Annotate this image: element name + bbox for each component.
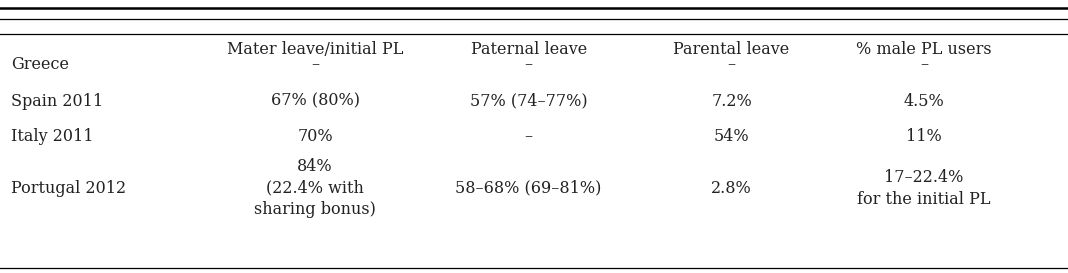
Text: Paternal leave: Paternal leave: [471, 41, 586, 58]
Text: –: –: [311, 56, 319, 73]
Text: Mater leave/initial PL: Mater leave/initial PL: [226, 41, 404, 58]
Text: 54%: 54%: [713, 128, 750, 145]
Text: Italy 2011: Italy 2011: [11, 128, 93, 145]
Text: Greece: Greece: [11, 56, 68, 73]
Text: 70%: 70%: [297, 128, 333, 145]
Text: 11%: 11%: [906, 128, 942, 145]
Text: 2.8%: 2.8%: [711, 180, 752, 197]
Text: 58–68% (69–81%): 58–68% (69–81%): [455, 180, 602, 197]
Text: 17–22.4%
for the initial PL: 17–22.4% for the initial PL: [857, 169, 991, 208]
Text: Portugal 2012: Portugal 2012: [11, 180, 126, 197]
Text: Parental leave: Parental leave: [674, 41, 789, 58]
Text: Spain 2011: Spain 2011: [11, 93, 103, 109]
Text: –: –: [920, 56, 928, 73]
Text: 84%
(22.4% with
sharing bonus): 84% (22.4% with sharing bonus): [254, 158, 376, 218]
Text: 7.2%: 7.2%: [711, 93, 752, 109]
Text: –: –: [727, 56, 736, 73]
Text: 67% (80%): 67% (80%): [270, 93, 360, 109]
Text: % male PL users: % male PL users: [857, 41, 991, 58]
Text: –: –: [524, 128, 533, 145]
Text: 4.5%: 4.5%: [904, 93, 944, 109]
Text: –: –: [524, 56, 533, 73]
Text: 57% (74–77%): 57% (74–77%): [470, 93, 587, 109]
